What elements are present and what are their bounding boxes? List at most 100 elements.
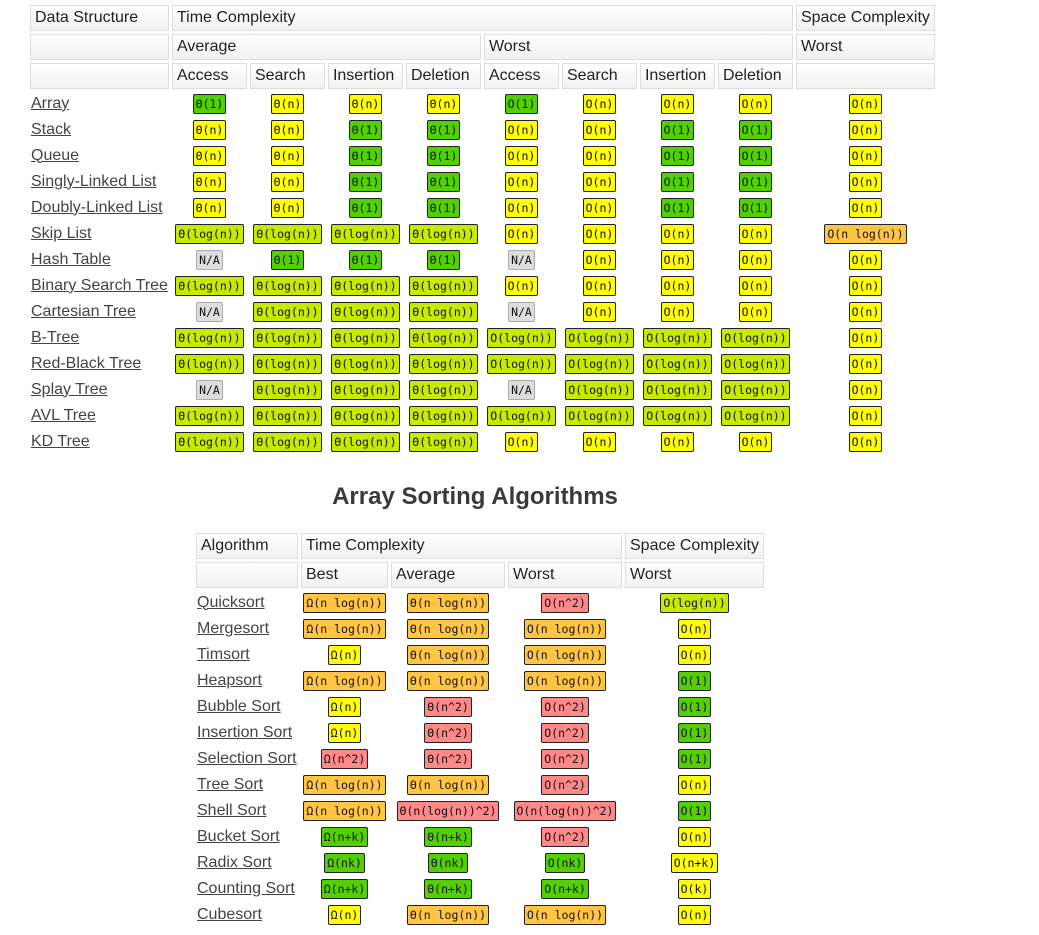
complexity-cell: O(n) [625,617,764,640]
complexity-cell: Θ(n) [250,170,325,193]
complexity-badge: Θ(1) [426,145,461,166]
complexity-cell: Θ(n log(n)) [391,903,505,926]
link-radix-sort[interactable]: Radix Sort [197,853,272,871]
complexity-cell: O(n log(n)) [508,643,622,666]
complexity-cell: Ω(n) [301,721,388,744]
complexity-cell: O(n^2) [508,747,622,770]
link-red-black-tree[interactable]: Red-Black Tree [31,354,142,372]
complexity-badge: O(n) [582,197,617,218]
complexity-badge: Θ(log(n)) [409,379,478,400]
complexity-badge: Ω(n log(n)) [303,592,386,613]
complexity-badge: N/A [196,379,223,400]
complexity-cell: O(n+k) [625,851,764,874]
link-hash-table[interactable]: Hash Table [31,250,111,268]
complexity-badge: Θ(n log(n)) [406,670,490,691]
link-tree-sort[interactable]: Tree Sort [197,775,264,793]
table-row: Array Θ(1) Θ(n) Θ(n) Θ(n) O(1) O(n) O(n) O(n) O(n… [30,92,935,115]
complexity-cell: O(n) [562,144,637,167]
complexity-cell: Θ(log(n)) [250,352,325,375]
link-queue[interactable]: Queue [31,146,80,164]
header-best: Best [301,562,388,588]
link-mergesort[interactable]: Mergesort [197,619,270,637]
row-name-cell: Cartesian Tree [30,300,169,323]
complexity-cell: O(n) [796,196,935,219]
complexity-badge: Θ(log(n)) [331,379,400,400]
link-array[interactable]: Array [31,94,70,112]
complexity-badge: O(log(n)) [643,353,712,374]
complexity-badge: Ω(n log(n)) [303,670,386,691]
complexity-cell: O(1) [484,92,559,115]
complexity-badge: O(log(n)) [487,353,556,374]
table-row: Hash Table N/A Θ(1) Θ(1) Θ(1) N/A O(n) O(n) O(n)… [30,248,935,271]
row-name-cell: Skip List [30,222,169,245]
link-skip-list[interactable]: Skip List [31,224,92,242]
header-data-structure: Data Structure [30,5,169,31]
complexity-badge: Θ(log(n)) [253,379,322,400]
table-row: Quicksort Ω(n log(n)) Θ(n log(n)) O(n^2) O(l… [196,591,764,614]
link-stack[interactable]: Stack [31,120,72,138]
link-kd-tree[interactable]: KD Tree [31,432,90,450]
table-row: Cubesort Ω(n) Θ(n log(n)) O(n log(n)) O(n) [196,903,764,926]
link-insertion-sort[interactable]: Insertion Sort [197,723,293,741]
link-doubly-linked-list[interactable]: Doubly-Linked List [31,198,163,216]
complexity-badge: O(n) [738,93,773,114]
link-heapsort[interactable]: Heapsort [197,671,262,689]
link-splay-tree[interactable]: Splay Tree [31,380,108,398]
complexity-badge: O(1) [677,670,712,691]
header-op: Deletion [405,63,481,89]
row-name-cell: Stack [30,118,169,141]
link-cartesian-tree[interactable]: Cartesian Tree [31,302,136,320]
complexity-badge: O(1) [660,171,695,192]
header-row-2: Average Worst Worst [30,34,935,60]
complexity-badge: O(n) [848,119,883,140]
link-binary-search-tree[interactable]: Binary Search Tree [31,276,168,294]
link-timsort[interactable]: Timsort [197,645,250,663]
complexity-cell: O(n) [562,118,637,141]
complexity-cell: Θ(log(n)) [172,222,247,245]
header-blank [30,34,169,60]
link-cubesort[interactable]: Cubesort [197,905,262,923]
complexity-badge: Θ(log(n)) [331,327,400,348]
row-name-cell: Queue [30,144,169,167]
link-counting-sort[interactable]: Counting Sort [197,879,295,897]
table-row: Cartesian Tree N/A Θ(log(n)) Θ(log(n)) Θ(log… [30,300,935,323]
complexity-cell: O(n) [718,274,793,297]
complexity-cell: Θ(log(n)) [250,326,325,349]
complexity-badge: Θ(1) [348,145,383,166]
table-row: B-Tree Θ(log(n)) Θ(log(n)) Θ(log(n)) Θ(log(n… [30,326,935,349]
complexity-cell: Ω(n log(n)) [301,669,388,692]
row-name-cell: Cubesort [196,903,298,926]
complexity-cell: Θ(log(n)) [406,326,481,349]
complexity-cell: Θ(log(n)) [250,274,325,297]
complexity-cell: O(log(n)) [640,404,715,427]
link-shell-sort[interactable]: Shell Sort [197,801,267,819]
row-name-cell: Hash Table [30,248,169,271]
complexity-badge: Ω(n) [327,722,362,743]
link-quicksort[interactable]: Quicksort [197,593,265,611]
sorting-complexity-table: Algorithm Time Complexity Space Complexi… [193,530,767,929]
complexity-cell: Θ(log(n)) [172,274,247,297]
complexity-badge: O(n) [848,405,883,426]
complexity-badge: O(k) [677,878,712,899]
complexity-cell: Θ(n^2) [391,695,505,718]
header-average: Average [171,34,481,60]
link-singly-linked-list[interactable]: Singly-Linked List [31,172,157,190]
header-op: Search [561,63,637,89]
complexity-cell: O(1) [625,695,764,718]
complexity-cell: Θ(log(n)) [250,300,325,323]
sorting-rows: Quicksort Ω(n log(n)) Θ(n log(n)) O(n^2) O(l… [196,591,764,926]
complexity-badge: Ω(n+k) [320,878,369,899]
link-b-tree[interactable]: B-Tree [31,328,80,346]
link-bucket-sort[interactable]: Bucket Sort [197,827,280,845]
complexity-cell: O(n) [562,170,637,193]
table-row: Timsort Ω(n) Θ(n log(n)) O(n log(n)) O(n) [196,643,764,666]
complexity-badge: Ω(n) [327,696,362,717]
link-selection-sort[interactable]: Selection Sort [197,749,297,767]
complexity-cell: N/A [484,378,559,401]
complexity-cell: Θ(1) [328,118,403,141]
link-avl-tree[interactable]: AVL Tree [31,406,96,424]
complexity-cell: Θ(n+k) [391,825,505,848]
link-bubble-sort[interactable]: Bubble Sort [197,697,281,715]
complexity-badge: Θ(1) [426,197,461,218]
complexity-cell: O(n) [625,825,764,848]
